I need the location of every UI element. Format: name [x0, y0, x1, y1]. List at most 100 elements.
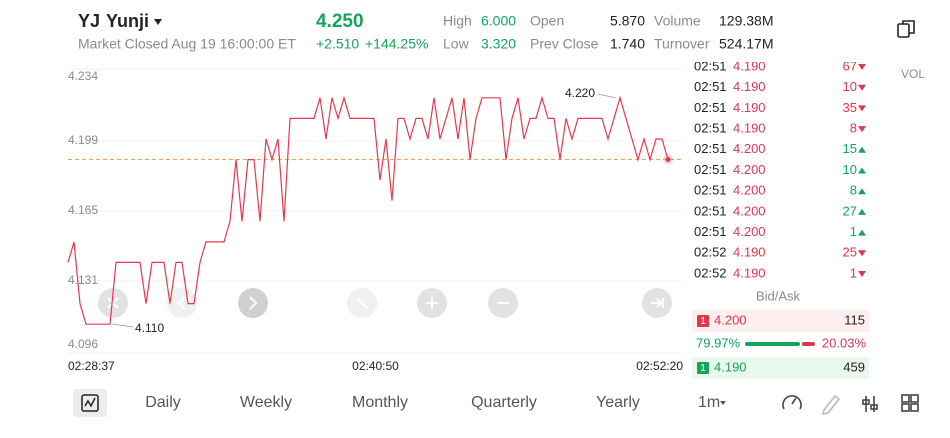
settings-icon[interactable]	[862, 396, 878, 412]
last-point	[665, 157, 671, 163]
ask-pct: 20.03%	[822, 335, 867, 350]
bid-badge	[697, 362, 709, 374]
ask-price: 4.200	[714, 312, 747, 327]
trade-time: 02:51	[694, 141, 727, 156]
stat-value: 3.320	[481, 36, 516, 52]
period-tab[interactable]: Daily	[145, 394, 181, 411]
trade-price: 4.200	[733, 224, 766, 239]
max-annotation: 4.220	[565, 86, 595, 100]
trade-time: 02:51	[694, 100, 727, 115]
min-annotation: 4.110	[135, 321, 164, 335]
up-arrow	[858, 229, 866, 236]
change-pct: +144.25%	[365, 36, 428, 52]
trade-time: 02:51	[694, 224, 727, 239]
bid-price: 4.190	[714, 359, 747, 374]
trade-price: 4.190	[733, 100, 766, 115]
stock-name[interactable]: Yunji	[106, 11, 149, 31]
period-tab[interactable]: Yearly	[596, 394, 640, 411]
share-icon[interactable]	[897, 20, 915, 38]
trade-price: 4.200	[733, 183, 766, 198]
up-arrow	[858, 208, 866, 215]
trade-time: 02:52	[694, 265, 727, 280]
trade-volume: 27	[843, 203, 857, 218]
trade-price: 4.190	[733, 265, 766, 280]
next-button[interactable]	[238, 288, 268, 318]
chart-controls	[98, 288, 672, 318]
trade-volume: 1	[850, 224, 857, 239]
stat-label: Prev Close	[530, 36, 599, 52]
y-tick-label: 4.234	[68, 69, 98, 83]
interval[interactable]: 1m	[698, 394, 720, 411]
market-status: Market Closed Aug 19 16:00:00 ET	[78, 36, 296, 52]
dropdown-icon[interactable]	[154, 19, 162, 25]
trade-price: 4.200	[733, 162, 766, 177]
period-tab[interactable]: Quarterly	[471, 394, 537, 411]
x-tick-label: 02:52:20	[636, 359, 683, 373]
trade-volume: 15	[843, 141, 857, 156]
stat-label: Open	[530, 13, 564, 29]
stat-label: High	[443, 13, 472, 29]
bid-level: 1	[700, 363, 706, 374]
max-leader	[597, 93, 617, 99]
down-arrow	[858, 126, 866, 133]
period-tab[interactable]: Monthly	[352, 394, 408, 411]
stat-label: Volume	[654, 13, 701, 29]
price: 4.250	[316, 11, 364, 32]
bid-size: 459	[843, 359, 865, 374]
x-tick-label: 02:28:37	[68, 359, 115, 373]
stat-value: 6.000	[481, 13, 516, 29]
trade-volume: 8	[850, 183, 857, 198]
down-arrow	[858, 105, 866, 112]
down-arrow	[858, 84, 866, 91]
trade-time: 02:52	[694, 245, 727, 260]
down-arrow	[858, 250, 866, 257]
min-leader	[111, 323, 134, 328]
trade-price: 4.190	[733, 121, 766, 136]
layout-icon[interactable]	[901, 394, 919, 412]
ask-badge	[697, 315, 709, 327]
trade-time: 02:51	[694, 162, 727, 177]
stat-label: Turnover	[654, 36, 710, 52]
ask-row	[692, 310, 869, 332]
period-tab[interactable]: Weekly	[240, 394, 292, 411]
interval-dropdown[interactable]	[720, 401, 726, 405]
trade-time: 02:51	[694, 183, 727, 198]
y-tick-label: 4.199	[68, 133, 98, 147]
trade-price: 4.190	[733, 79, 766, 94]
bid-pct: 79.97%	[696, 335, 741, 350]
y-tick-label: 4.131	[68, 273, 98, 287]
trade-price: 4.190	[733, 58, 766, 73]
up-arrow	[858, 146, 866, 153]
stat-value: 524.17M	[719, 36, 773, 52]
down-arrow	[858, 271, 866, 277]
up-arrow	[858, 188, 866, 195]
stat-value: 1.740	[610, 36, 645, 52]
trade-volume: 10	[843, 79, 857, 94]
y-tick-label: 4.096	[68, 337, 98, 351]
price-line	[67, 95, 669, 325]
draw-icon[interactable]	[821, 394, 841, 416]
bid-bar	[745, 342, 800, 346]
bid-ask-title: Bid/Ask	[756, 288, 801, 303]
vol-label[interactable]: VOL	[901, 67, 925, 81]
trade-time: 02:51	[694, 121, 727, 136]
trade-time: 02:51	[694, 79, 727, 94]
trade-list: 02:51 4.190 67 02:51 4.190 10 02:51 4.190 35 02:5…	[694, 58, 866, 280]
x-tick-label: 02:40:50	[352, 359, 399, 373]
trade-price: 4.190	[733, 245, 766, 260]
bid-row	[692, 357, 869, 379]
prev-button[interactable]	[167, 288, 197, 318]
trade-price: 4.200	[733, 141, 766, 156]
y-tick-label: 4.165	[68, 203, 98, 217]
trade-volume: 67	[843, 58, 857, 73]
trade-volume: 1	[850, 265, 857, 280]
stat-label: Low	[443, 36, 470, 52]
stat-value: 129.38M	[719, 13, 773, 29]
down-arrow	[858, 64, 866, 70]
timeshare-icon	[81, 394, 99, 412]
trade-time: 02:51	[694, 203, 727, 218]
ask-level: 1	[700, 316, 706, 327]
change: +2.510	[316, 36, 359, 52]
trade-price: 4.200	[733, 203, 766, 218]
indicator-icon[interactable]	[782, 395, 802, 410]
